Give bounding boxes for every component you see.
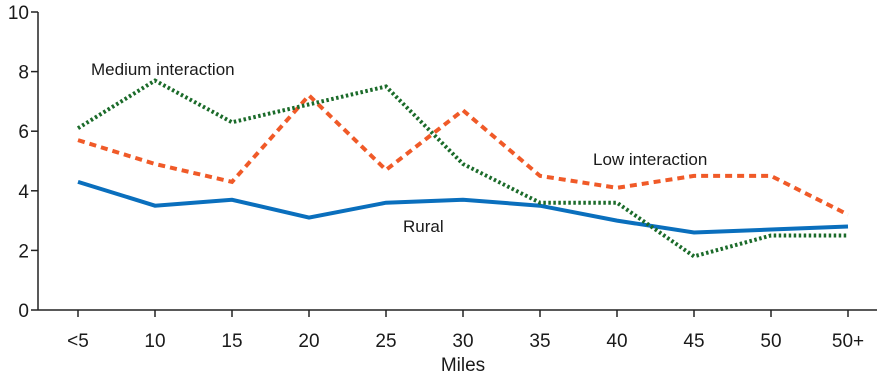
x-tick-label: <5	[67, 331, 89, 352]
y-tick-label: 8	[18, 63, 29, 84]
x-tick-label: 45	[683, 331, 704, 352]
y-tick-label: 6	[18, 122, 29, 143]
x-tick-label: 20	[298, 331, 319, 352]
x-tick-label: 40	[606, 331, 627, 352]
chart-series	[76, 78, 849, 259]
x-tick-label: 50	[760, 331, 781, 352]
y-tick-label: 0	[18, 301, 29, 322]
y-tick-label: 2	[18, 241, 29, 262]
x-tick-label: 35	[529, 331, 550, 352]
y-tick-label: 10	[8, 3, 29, 24]
chart-labels: Rural Low interaction Medium interaction	[91, 60, 707, 236]
x-tick-label: 15	[221, 331, 242, 352]
series-label-rural: Rural	[403, 217, 444, 236]
chart-axes: 0 2 4 6 8 10 <5 10 15 20 25 30 35 40 45 50 50+ Miles	[8, 3, 877, 375]
x-tick-label: 25	[375, 331, 396, 352]
x-tick-label: 50+	[832, 331, 864, 352]
series-line-rural	[77, 179, 849, 235]
series-line-medium-interaction	[76, 78, 848, 259]
x-axis-title: Miles	[441, 355, 485, 375]
x-tick-label: 30	[452, 331, 473, 352]
series-label-medium-interaction: Medium interaction	[91, 60, 235, 79]
series-line-low-interaction	[77, 92, 849, 217]
series-label-low-interaction: Low interaction	[593, 150, 707, 169]
x-tick-label: 10	[144, 331, 165, 352]
y-tick-label: 4	[18, 182, 29, 203]
